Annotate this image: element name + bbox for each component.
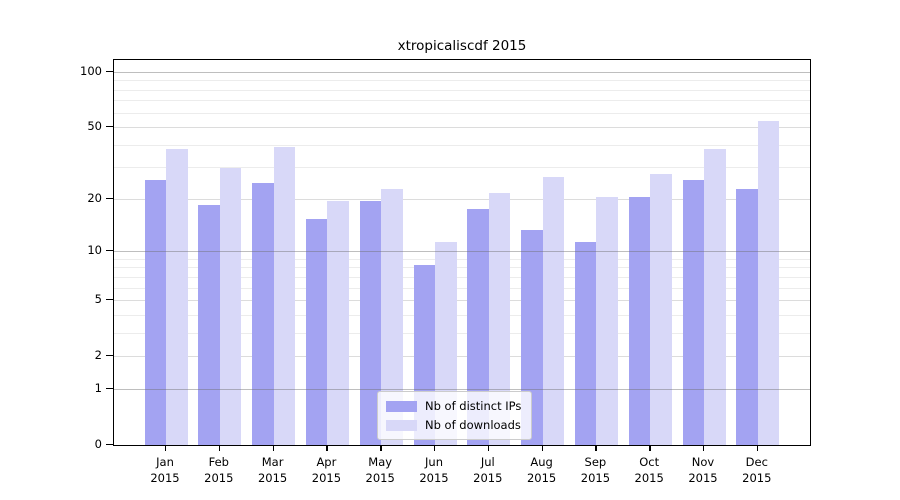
gridline-10 <box>114 251 810 252</box>
gridline-40 <box>114 144 810 146</box>
legend-label-distinct-ips: Nb of distinct IPs <box>425 399 522 413</box>
bar-feb-downloads <box>219 168 242 445</box>
x-tick-oct <box>649 446 651 451</box>
bar-dec-downloads <box>757 120 780 445</box>
bar-jan-downloads <box>166 148 188 445</box>
x-tick-mar <box>272 446 274 451</box>
bar-nov-distinct-ips <box>682 179 704 445</box>
bar-mar-distinct-ips <box>252 182 274 445</box>
distinct-ips-swatch-icon <box>386 400 417 412</box>
y-tick-label-0: 0 <box>94 436 102 451</box>
bar-may-downloads <box>381 189 403 445</box>
x-tick-aug <box>541 446 543 451</box>
bar-nov-downloads <box>704 148 726 445</box>
y-tick-label-50: 50 <box>87 119 102 134</box>
x-tick-feb <box>218 446 221 451</box>
x-tick-may <box>380 446 382 451</box>
x-tick-sep <box>595 446 597 451</box>
x-tick-label-dec: Dec 2015 <box>742 455 772 485</box>
x-tick-dec <box>756 446 759 451</box>
gridline-20 <box>114 198 810 200</box>
x-tick-label-may: May 2015 <box>365 455 395 485</box>
y-tick-label-1: 1 <box>94 380 102 395</box>
x-tick-label-feb: Feb 2015 <box>204 455 234 485</box>
x-tick-label-oct: Oct 2015 <box>634 455 664 485</box>
gridline-5 <box>114 300 810 301</box>
x-tick-jun <box>434 446 436 451</box>
x-tick-label-apr: Apr 2015 <box>311 455 342 485</box>
x-tick-apr <box>326 446 328 451</box>
bar-sep-downloads <box>596 196 618 445</box>
x-tick-label-jan: Jan 2015 <box>150 455 180 485</box>
legend-item-downloads: Nb of downloads <box>386 418 521 432</box>
y-tick-label-100: 100 <box>80 63 102 78</box>
x-tick-label-nov: Nov 2015 <box>688 455 718 485</box>
bar-aug-downloads <box>542 176 565 445</box>
downloads-swatch-icon <box>386 419 417 431</box>
bar-mar-downloads <box>273 146 296 445</box>
bar-jul-distinct-ips <box>467 209 489 445</box>
x-tick-nov <box>703 446 705 451</box>
x-tick-label-aug: Aug 2015 <box>526 455 557 485</box>
x-tick-jul <box>487 446 490 451</box>
bar-jul-downloads <box>488 193 511 445</box>
gridline-30 <box>114 167 810 169</box>
gridline-1 <box>114 388 810 390</box>
y-tick-label-10: 10 <box>87 243 102 257</box>
y-tick-5 <box>106 299 113 301</box>
bar-apr-distinct-ips <box>305 218 328 445</box>
gridline-70 <box>114 100 810 102</box>
y-tick-20 <box>106 197 113 200</box>
y-tick-1 <box>106 387 113 390</box>
y-tick-10 <box>106 250 113 252</box>
gridline-6 <box>114 287 810 289</box>
y-tick-0 <box>106 443 113 446</box>
bar-may-distinct-ips <box>359 200 382 445</box>
y-tick-50 <box>106 126 113 128</box>
bar-feb-distinct-ips <box>198 204 220 445</box>
chart-title: xtropicaliscdf 2015 <box>397 38 527 54</box>
gridline-100 <box>114 71 810 73</box>
bar-oct-downloads <box>650 173 672 445</box>
legend: Nb of distinct IPs Nb of downloads <box>377 391 533 440</box>
legend-item-distinct-ips: Nb of distinct IPs <box>386 399 521 413</box>
bar-apr-downloads <box>327 200 349 445</box>
gridline-3 <box>114 332 810 334</box>
y-tick-2 <box>106 355 113 357</box>
gridline-9 <box>114 258 810 260</box>
bar-jan-distinct-ips <box>144 179 166 445</box>
plot-area <box>113 59 811 446</box>
gridline-8 <box>114 267 810 269</box>
x-tick-label-mar: Mar 2015 <box>257 455 288 485</box>
y-tick-label-2: 2 <box>94 348 102 362</box>
y-tick-100 <box>106 70 113 73</box>
gridline-90 <box>114 80 810 82</box>
x-tick-jan <box>165 446 167 451</box>
bar-dec-distinct-ips <box>736 189 758 445</box>
gridline-80 <box>114 89 810 91</box>
x-tick-label-jun: Jun 2015 <box>419 455 449 485</box>
bar-oct-distinct-ips <box>628 196 651 445</box>
y-tick-label-5: 5 <box>94 292 102 306</box>
gridline-50 <box>114 127 810 129</box>
gridline-4 <box>114 314 810 316</box>
y-tick-label-20: 20 <box>87 190 102 205</box>
legend-label-downloads: Nb of downloads <box>425 418 521 432</box>
gridline-2 <box>114 356 810 357</box>
x-tick-label-jul: Jul 2015 <box>473 455 503 485</box>
gridline-7 <box>114 276 810 278</box>
bar-sep-distinct-ips <box>574 242 597 445</box>
x-tick-label-sep: Sep 2015 <box>580 455 611 485</box>
gridline-60 <box>114 112 810 114</box>
